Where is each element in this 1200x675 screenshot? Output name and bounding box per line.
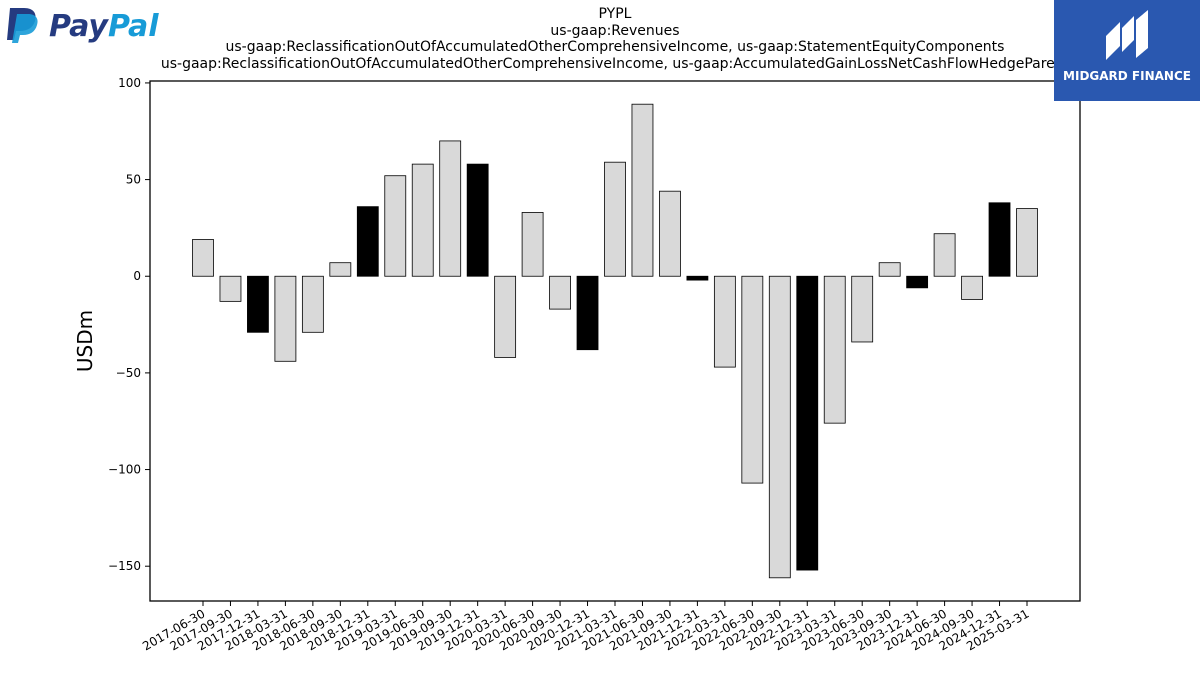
bar-2024-06-30 — [933, 233, 956, 277]
bar-2018-12-31 — [356, 206, 379, 277]
bar-2023-03-31 — [823, 275, 846, 424]
bar-2018-06-30 — [301, 275, 324, 333]
bar-2021-09-30 — [659, 190, 681, 277]
chart-titles: PYPL us-gaap:Revenues us-gaap:Reclassifi… — [100, 6, 1130, 72]
bar-2020-12-31 — [576, 275, 599, 351]
bar-2022-12-31 — [796, 275, 819, 571]
bars-group — [192, 103, 1038, 579]
chart-subtitle-line-2: us-gaap:ReclassificationOutOfAccumulated… — [225, 39, 1005, 56]
paypal-text-pay: Pay — [49, 9, 109, 44]
y-axis-label: USDm — [73, 310, 97, 372]
bar-2024-12-31 — [988, 202, 1011, 277]
bar-2020-03-31 — [494, 275, 517, 358]
svg-text:PayPal: PayPal — [49, 9, 159, 44]
midgard-mark-icon — [1106, 10, 1148, 60]
bar-2022-06-30 — [741, 275, 764, 484]
chart-subtitle-line-3: us-gaap:ReclassificationOutOfAccumulated… — [160, 55, 1070, 72]
bar-2018-09-30 — [329, 262, 352, 277]
bar-2025-03-31 — [1016, 208, 1038, 277]
bar-2020-09-30 — [549, 275, 571, 310]
bar-2023-12-31 — [906, 275, 929, 289]
midgard-logo-text: MIDGARD FINANCE — [1063, 69, 1191, 83]
bar-2019-09-30 — [439, 140, 462, 277]
y-tick-label: −150 — [108, 559, 141, 573]
paypal-p-mark-front — [12, 14, 38, 43]
bar-2021-06-30 — [631, 103, 654, 277]
bar-2019-12-31 — [466, 163, 489, 277]
bar-2017-06-30 — [192, 239, 214, 277]
bar-2017-12-31 — [247, 275, 269, 333]
bar-2024-09-30 — [961, 275, 983, 300]
bar-2019-03-31 — [384, 175, 407, 277]
y-tick-label: 100 — [118, 76, 141, 90]
paypal-logo: PayPal — [7, 8, 159, 44]
chart-subtitle-line-1: us-gaap:Revenues — [550, 22, 680, 39]
bar-2018-03-31 — [274, 275, 297, 362]
y-tick-label: −50 — [116, 366, 141, 380]
y-tick-label: 0 — [133, 269, 141, 283]
x-axis: 2017-06-302017-09-302017-12-312018-03-31… — [140, 601, 1032, 653]
bar-2021-12-31 — [686, 275, 709, 281]
y-axis: 100 50 0 −50 −100 −150 — [108, 76, 150, 573]
chart-title: PYPL — [598, 6, 632, 22]
bar-2019-06-30 — [411, 163, 434, 277]
midgard-finance-logo: MIDGARD FINANCE — [1054, 0, 1200, 101]
bar-2020-06-30 — [521, 212, 544, 277]
bar-2021-03-31 — [604, 161, 626, 277]
y-tick-label: 50 — [126, 173, 141, 187]
bar-2023-06-30 — [851, 275, 874, 343]
bar-2022-03-31 — [713, 275, 736, 368]
bar-2017-09-30 — [219, 275, 242, 302]
bar-2023-09-30 — [878, 262, 901, 277]
paypal-text-pal: Pal — [108, 9, 159, 44]
y-tick-label: −100 — [108, 463, 141, 477]
bar-2022-09-30 — [768, 275, 791, 579]
